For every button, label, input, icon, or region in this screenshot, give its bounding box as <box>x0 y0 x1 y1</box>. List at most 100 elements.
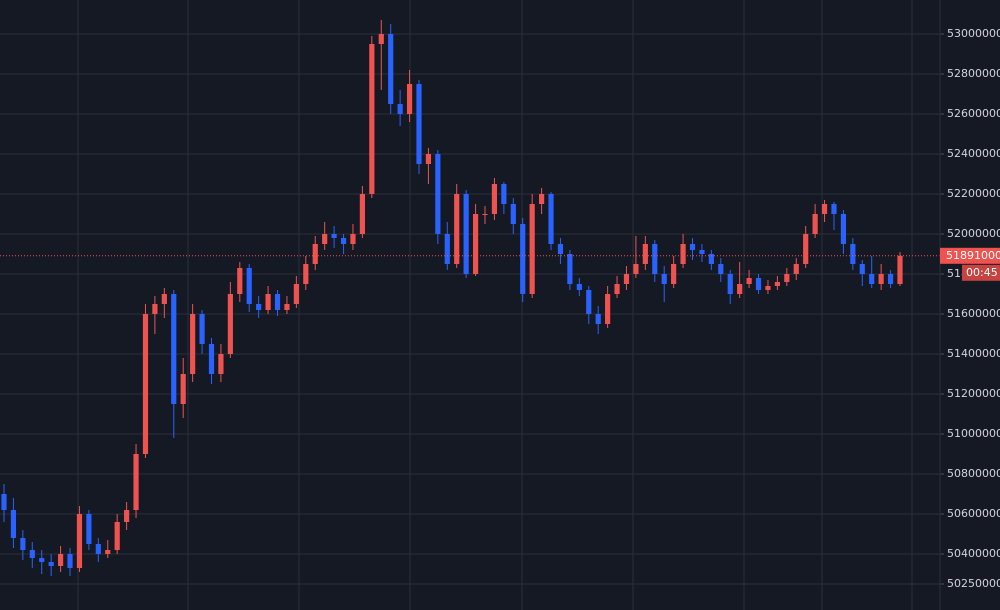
candle-body <box>680 244 686 264</box>
candle-body <box>793 264 799 274</box>
candle-body <box>48 562 54 566</box>
candle-body <box>105 550 111 554</box>
countdown-label: 00:45 <box>966 266 998 279</box>
candle-body <box>718 264 724 274</box>
y-tick-label: 53000000 <box>947 27 1000 40</box>
candle-body <box>821 204 828 214</box>
candle-body <box>803 234 809 264</box>
candle-body <box>435 154 441 234</box>
candle-body <box>388 34 394 104</box>
last-price-box <box>940 247 1000 264</box>
y-tick-label: 51400000 <box>947 347 1000 360</box>
candle-body <box>124 510 130 522</box>
candle-body <box>218 354 224 374</box>
candle-body <box>529 204 535 294</box>
candle-body <box>142 314 149 454</box>
candle-body <box>86 514 92 544</box>
candle-body <box>463 194 469 274</box>
y-tick-label: 50250000 <box>947 577 1000 590</box>
candle-body <box>878 274 884 284</box>
candle-body <box>586 290 592 314</box>
candle-body <box>859 264 865 274</box>
candles <box>0 20 940 576</box>
candle-body <box>312 244 318 264</box>
candle-body <box>227 294 233 354</box>
candle-body <box>76 514 83 568</box>
y-tick-label: 52000000 <box>947 227 1000 240</box>
candle-body <box>322 234 328 244</box>
candle-body <box>661 274 667 284</box>
y-tick-label: 51000000 <box>947 427 1000 440</box>
y-tick-label: 51200000 <box>947 387 1000 400</box>
candle-body <box>152 304 158 314</box>
candle-body <box>567 254 573 284</box>
candle-body <box>595 314 601 324</box>
candle-body <box>869 274 875 284</box>
candle-body <box>614 284 620 294</box>
candle-body <box>444 234 450 264</box>
candle-body <box>897 255 903 284</box>
y-tick-label: 52800000 <box>947 67 1000 80</box>
candle-body <box>331 234 337 238</box>
candle-body <box>501 184 507 204</box>
candle-body <box>161 294 167 304</box>
candle-body <box>293 284 299 304</box>
candle-body <box>274 294 281 310</box>
y-tick-label: 52400000 <box>947 147 1000 160</box>
candle-body <box>180 374 186 404</box>
candle-body <box>557 244 564 254</box>
candle-body <box>623 274 630 284</box>
candle-body <box>29 550 35 558</box>
candle-body <box>369 44 375 194</box>
candle-body <box>39 558 45 562</box>
candle-body <box>812 214 818 234</box>
candle-body <box>774 282 780 286</box>
candle-body <box>548 194 554 244</box>
y-tick-label: 50800000 <box>947 467 1000 480</box>
candle-body <box>303 264 309 284</box>
candle-body <box>671 264 677 284</box>
y-tick-label: 50400000 <box>947 547 1000 560</box>
candle-body <box>887 274 894 284</box>
candle-body <box>746 278 752 284</box>
y-tick-label: 52200000 <box>947 187 1000 200</box>
candle-body <box>605 294 611 324</box>
last-price-label: 51891000 <box>946 249 1000 262</box>
candle-body <box>539 194 545 204</box>
candle-body <box>699 250 705 254</box>
candle-body <box>10 510 17 538</box>
candle-body <box>133 454 139 510</box>
candle-body <box>831 204 837 214</box>
candle-body <box>95 544 101 554</box>
candle-body <box>633 264 639 274</box>
candle-body <box>708 254 714 264</box>
candle-body <box>20 538 26 550</box>
candle-body <box>840 214 847 244</box>
candle-body <box>520 224 526 294</box>
candle-body <box>340 238 347 244</box>
candle-body <box>171 294 177 404</box>
candle-body <box>755 278 762 290</box>
candle-body <box>256 304 262 310</box>
y-tick-label: 51600000 <box>947 307 1000 320</box>
candle-body <box>491 184 498 214</box>
candle-body <box>406 84 413 114</box>
candle-body <box>57 554 64 566</box>
candle-body <box>454 194 460 264</box>
candle-body <box>642 244 648 264</box>
candle-body <box>67 554 73 568</box>
candle-body <box>689 244 696 250</box>
candle-body <box>284 304 290 310</box>
y-tick-label: 50600000 <box>947 507 1000 520</box>
candle-body <box>378 34 384 44</box>
candle-body <box>350 234 356 244</box>
candle-body <box>510 204 516 224</box>
candle-body <box>850 244 856 264</box>
candle-body <box>737 284 743 294</box>
candle-body <box>199 314 205 344</box>
price-axis: 50250000 50400000 50600000 50800000 51000000… <box>939 0 1000 610</box>
candle-body <box>425 154 432 164</box>
